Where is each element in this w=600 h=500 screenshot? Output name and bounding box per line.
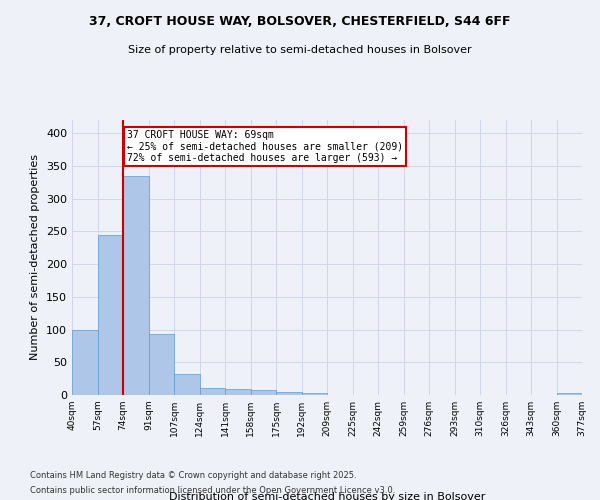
Text: 37, CROFT HOUSE WAY, BOLSOVER, CHESTERFIELD, S44 6FF: 37, CROFT HOUSE WAY, BOLSOVER, CHESTERFI…: [89, 15, 511, 28]
Y-axis label: Number of semi-detached properties: Number of semi-detached properties: [31, 154, 40, 360]
Text: Contains public sector information licensed under the Open Government Licence v3: Contains public sector information licen…: [30, 486, 395, 495]
Bar: [251, 390, 276, 395]
Bar: [302, 393, 327, 395]
Bar: [72, 330, 97, 395]
Bar: [276, 392, 302, 395]
Text: Contains HM Land Registry data © Crown copyright and database right 2025.: Contains HM Land Registry data © Crown c…: [30, 471, 356, 480]
Bar: [97, 234, 123, 395]
Text: 37 CROFT HOUSE WAY: 69sqm
← 25% of semi-detached houses are smaller (209)
72% of: 37 CROFT HOUSE WAY: 69sqm ← 25% of semi-…: [127, 130, 403, 163]
X-axis label: Distribution of semi-detached houses by size in Bolsover: Distribution of semi-detached houses by …: [169, 492, 485, 500]
Bar: [123, 176, 149, 395]
Bar: [149, 334, 174, 395]
Bar: [557, 393, 582, 395]
Bar: [199, 388, 225, 395]
Text: Size of property relative to semi-detached houses in Bolsover: Size of property relative to semi-detach…: [128, 45, 472, 55]
Bar: [174, 374, 199, 395]
Bar: [225, 389, 251, 395]
